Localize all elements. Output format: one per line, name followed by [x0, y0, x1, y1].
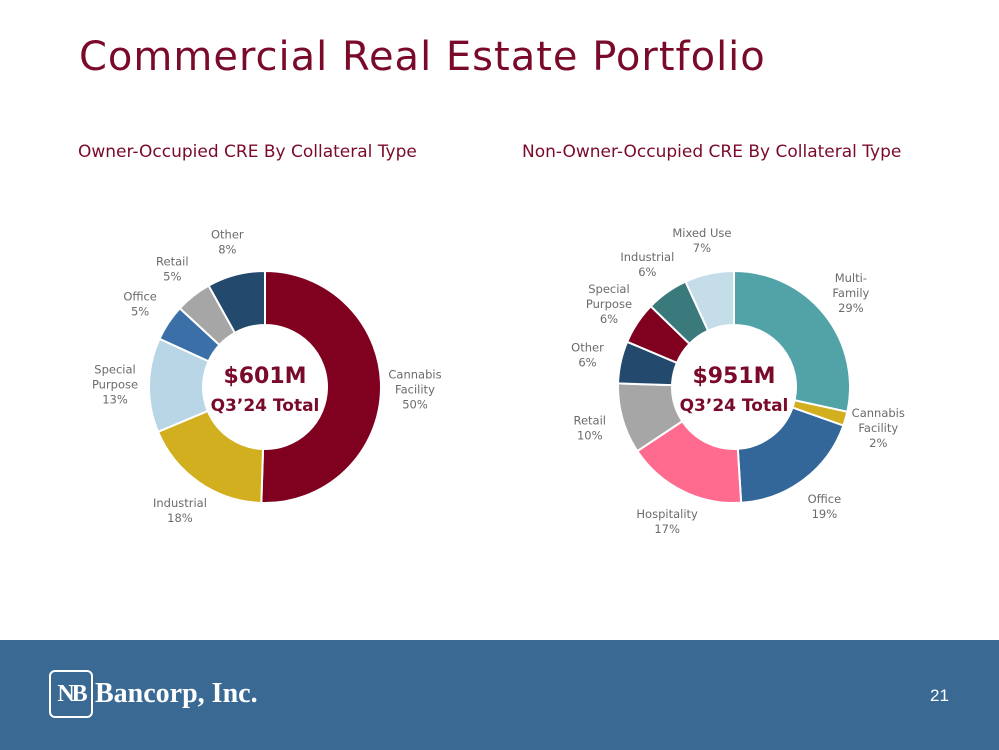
non-owner-occupied-chart-title: Non-Owner-Occupied CRE By Collateral Typ…: [522, 142, 902, 162]
owner-occupied-chart-title: Owner-Occupied CRE By Collateral Type: [78, 142, 417, 162]
owner-label-retail: Retail 5%: [156, 255, 189, 284]
donut-charts: Cannabis Facility 50% Industrial 18% Special P…: [92, 226, 905, 536]
nb-logo-mark: NB: [49, 670, 93, 718]
owner-center-amount: $601M: [223, 364, 306, 389]
owner-slice-other: [207, 269, 266, 335]
non-owner-center-amount: $951M: [692, 364, 775, 389]
owner-center-label: Q3’24 Total: [211, 396, 320, 416]
non-owner-label-mixed-use: Mixed Use 7%: [672, 226, 731, 255]
owner-label-cannabis-facility: Cannabis Facility 50%: [388, 367, 441, 411]
non-owner-label-special-purpose: Special Purpose 6%: [586, 282, 632, 326]
owner-label-special-purpose: Special Purpose 13%: [92, 363, 138, 407]
non-owner-slice-mixed-use: [684, 269, 735, 333]
non-owner-label-cannabis-facility: Cannabis Facility 2%: [852, 406, 905, 450]
non-owner-label-retail: Retail 10%: [573, 414, 606, 443]
non-owner-label-other: Other 6%: [571, 340, 604, 369]
owner-slice-cannabis-facility: [260, 269, 382, 504]
non-owner-center-label: Q3’24 Total: [680, 396, 789, 416]
non-owner-slice-multi-family: [733, 269, 851, 414]
company-logo: NB Bancorp, Inc.: [49, 668, 258, 720]
owner-label-industrial: Industrial 18%: [153, 496, 207, 525]
owner-label-other: Other 8%: [211, 227, 244, 256]
owner-label-office: Office 5%: [123, 289, 157, 318]
footer-bar: [0, 640, 999, 750]
page-number: 21: [930, 686, 949, 705]
non-owner-label-multi-family: Multi-Family 29%: [832, 271, 869, 315]
non-owner-label-industrial: Industrial 6%: [620, 250, 674, 279]
slide-title: Commercial Real Estate Portfolio: [79, 34, 766, 80]
non-owner-slice-office: [736, 406, 845, 504]
non-owner-label-hospitality: Hospitality 17%: [636, 507, 698, 536]
non-owner-label-office: Office 19%: [808, 492, 842, 521]
logo-company-name: Bancorp, Inc.: [95, 678, 258, 709]
